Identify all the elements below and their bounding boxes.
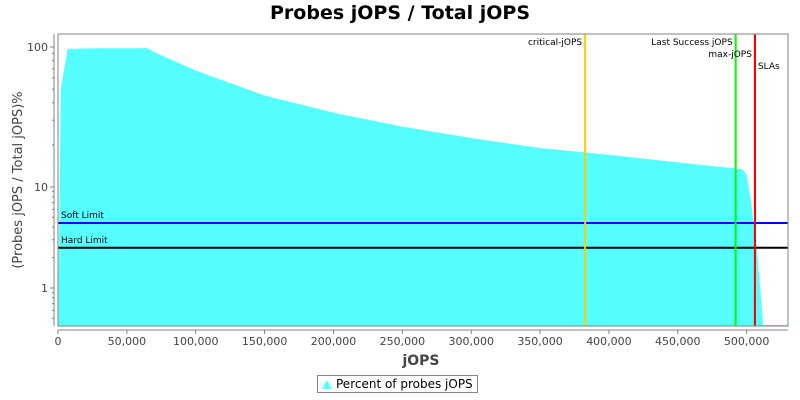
marker-label: Hard Limit — [61, 236, 108, 246]
x-tick-label: 500,000 — [724, 335, 770, 348]
x-tick-label: 200,000 — [311, 335, 357, 348]
marker-label: critical-jOPS — [528, 38, 582, 48]
legend-swatch-icon — [322, 379, 332, 389]
x-tick-label: 250,000 — [380, 335, 426, 348]
x-axis-label: jOPS — [401, 353, 439, 369]
y-tick-label: 10 — [34, 181, 48, 194]
y-axis-label: (Probes jOPS / Total jOPS)% — [11, 91, 26, 268]
marker-label: max-jOPS — [708, 50, 752, 60]
chart-title: Probes jOPS / Total jOPS — [270, 2, 530, 24]
x-tick-label: 100,000 — [173, 335, 219, 348]
marker-label: Last Success jOPS — [651, 38, 733, 48]
y-tick-label: 1 — [41, 282, 48, 295]
x-tick-label: 300,000 — [448, 335, 494, 348]
marker-label: Soft Limit — [61, 211, 104, 221]
x-tick-label: 50,000 — [108, 335, 147, 348]
series-area — [58, 48, 788, 327]
x-tick-label: 0 — [55, 335, 62, 348]
marker-label: SLAs — [758, 62, 780, 72]
y-tick-label: 100 — [27, 41, 48, 54]
x-tick-label: 450,000 — [655, 335, 701, 348]
legend-label: Percent of probes jOPS — [336, 377, 473, 391]
x-tick-label: 400,000 — [586, 335, 632, 348]
x-tick-label: 150,000 — [242, 335, 288, 348]
plot-frame — [57, 33, 789, 327]
x-tick-label: 350,000 — [517, 335, 563, 348]
legend: Percent of probes jOPS — [317, 375, 478, 393]
